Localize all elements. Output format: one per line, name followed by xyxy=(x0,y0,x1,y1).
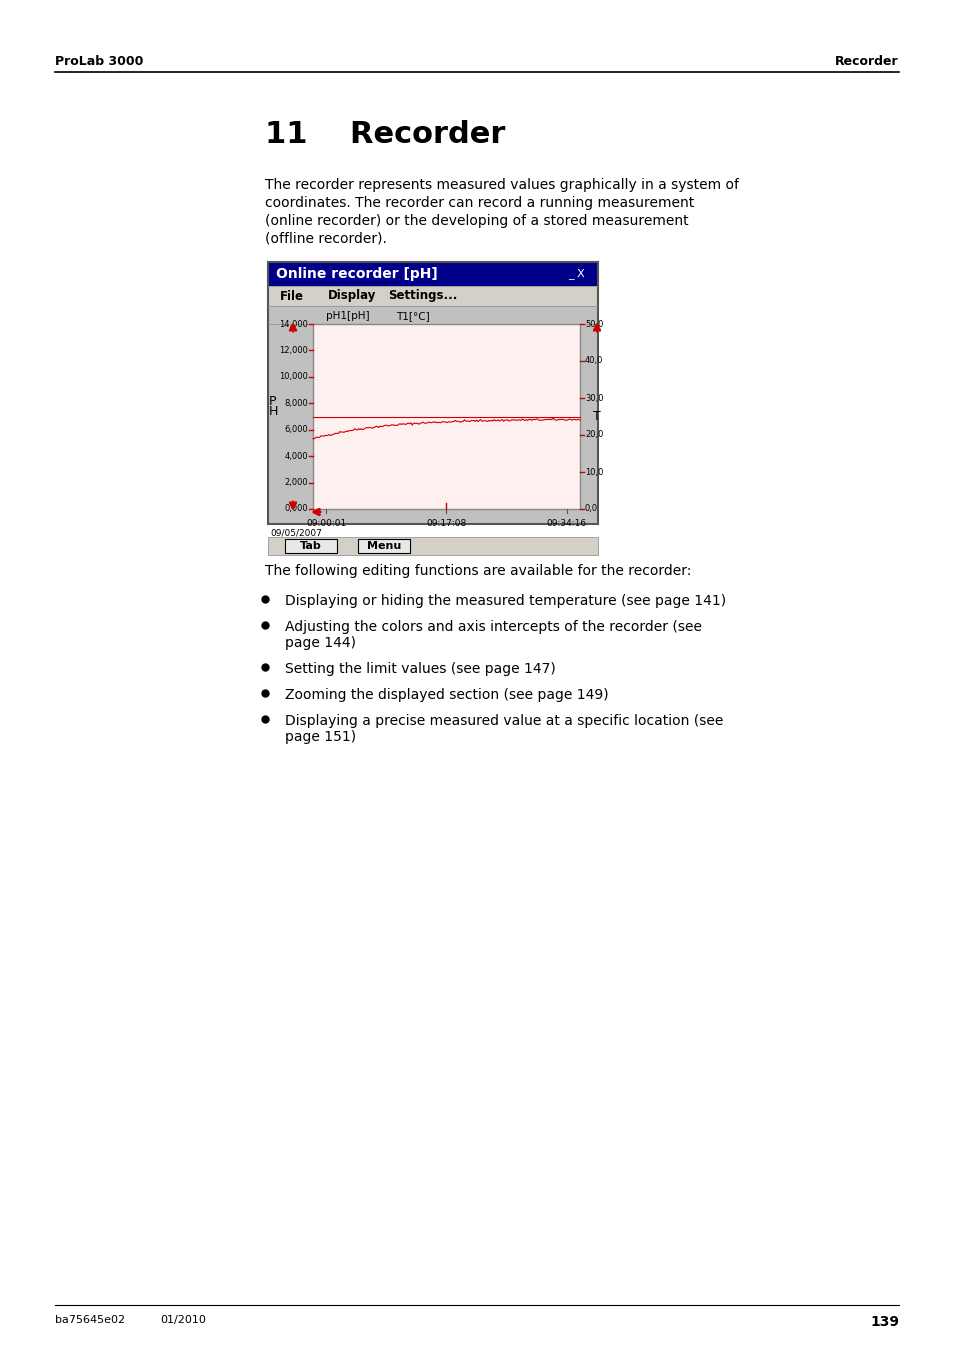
Bar xyxy=(313,324,579,509)
Text: 01/2010: 01/2010 xyxy=(160,1315,206,1325)
Bar xyxy=(268,286,598,305)
Text: 10,0: 10,0 xyxy=(584,467,602,477)
Text: ba75645e02: ba75645e02 xyxy=(55,1315,125,1325)
Text: (online recorder) or the developing of a stored measurement: (online recorder) or the developing of a… xyxy=(265,213,688,228)
Text: 8,000: 8,000 xyxy=(284,399,308,408)
Text: coordinates. The recorder can record a running measurement: coordinates. The recorder can record a r… xyxy=(265,196,694,209)
Text: _ X: _ X xyxy=(567,269,584,280)
Text: 4,000: 4,000 xyxy=(284,451,308,461)
Bar xyxy=(315,311,324,319)
Text: 12,000: 12,000 xyxy=(279,346,308,355)
Text: Settings...: Settings... xyxy=(388,289,456,303)
Text: 11    Recorder: 11 Recorder xyxy=(265,120,505,149)
Bar xyxy=(357,539,410,553)
Text: Displaying a precise measured value at a specific location (see: Displaying a precise measured value at a… xyxy=(285,713,722,728)
Bar xyxy=(285,539,336,553)
Text: 10,000: 10,000 xyxy=(279,373,308,381)
Text: (offline recorder).: (offline recorder). xyxy=(265,232,387,246)
Text: ProLab 3000: ProLab 3000 xyxy=(55,55,143,68)
Text: Recorder: Recorder xyxy=(835,55,898,68)
Text: 09/05/2007: 09/05/2007 xyxy=(270,528,321,538)
Text: 50,0: 50,0 xyxy=(584,319,602,328)
Text: Displaying or hiding the measured temperature (see page 141): Displaying or hiding the measured temper… xyxy=(285,594,725,608)
Text: 30,0: 30,0 xyxy=(584,393,603,403)
Bar xyxy=(386,311,394,319)
Text: T: T xyxy=(593,409,600,423)
Text: 2,000: 2,000 xyxy=(284,478,308,488)
Text: The recorder represents measured values graphically in a system of: The recorder represents measured values … xyxy=(265,178,739,192)
Text: Menu: Menu xyxy=(367,540,400,551)
Text: 139: 139 xyxy=(869,1315,898,1329)
Bar xyxy=(268,536,598,555)
Text: 40,0: 40,0 xyxy=(584,357,602,366)
Bar xyxy=(268,262,598,524)
Text: Tab: Tab xyxy=(300,540,321,551)
Text: 09:00:01: 09:00:01 xyxy=(306,519,346,527)
Text: Online recorder [pH]: Online recorder [pH] xyxy=(275,267,437,281)
Bar xyxy=(268,262,598,286)
Text: 0,000: 0,000 xyxy=(284,504,308,513)
Text: 0,0: 0,0 xyxy=(584,504,598,513)
Text: The following editing functions are available for the recorder:: The following editing functions are avai… xyxy=(265,563,691,578)
Text: H: H xyxy=(268,405,277,417)
Text: Zooming the displayed section (see page 149): Zooming the displayed section (see page … xyxy=(285,688,608,703)
Text: 09:34:16: 09:34:16 xyxy=(546,519,586,527)
Text: Adjusting the colors and axis intercepts of the recorder (see: Adjusting the colors and axis intercepts… xyxy=(285,620,701,634)
Text: 09:17:08: 09:17:08 xyxy=(426,519,466,527)
Text: 14,000: 14,000 xyxy=(279,319,308,328)
Bar xyxy=(268,305,598,526)
Text: T1[°C]: T1[°C] xyxy=(395,311,429,322)
Bar xyxy=(268,305,598,324)
Text: page 151): page 151) xyxy=(285,730,355,744)
Text: Setting the limit values (see page 147): Setting the limit values (see page 147) xyxy=(285,662,556,676)
Text: File: File xyxy=(280,289,304,303)
Text: 20,0: 20,0 xyxy=(584,431,602,439)
Text: Display: Display xyxy=(328,289,376,303)
Text: P: P xyxy=(269,394,276,408)
Text: pH1[pH]: pH1[pH] xyxy=(326,311,369,322)
Text: page 144): page 144) xyxy=(285,636,355,650)
Text: 6,000: 6,000 xyxy=(284,426,308,434)
